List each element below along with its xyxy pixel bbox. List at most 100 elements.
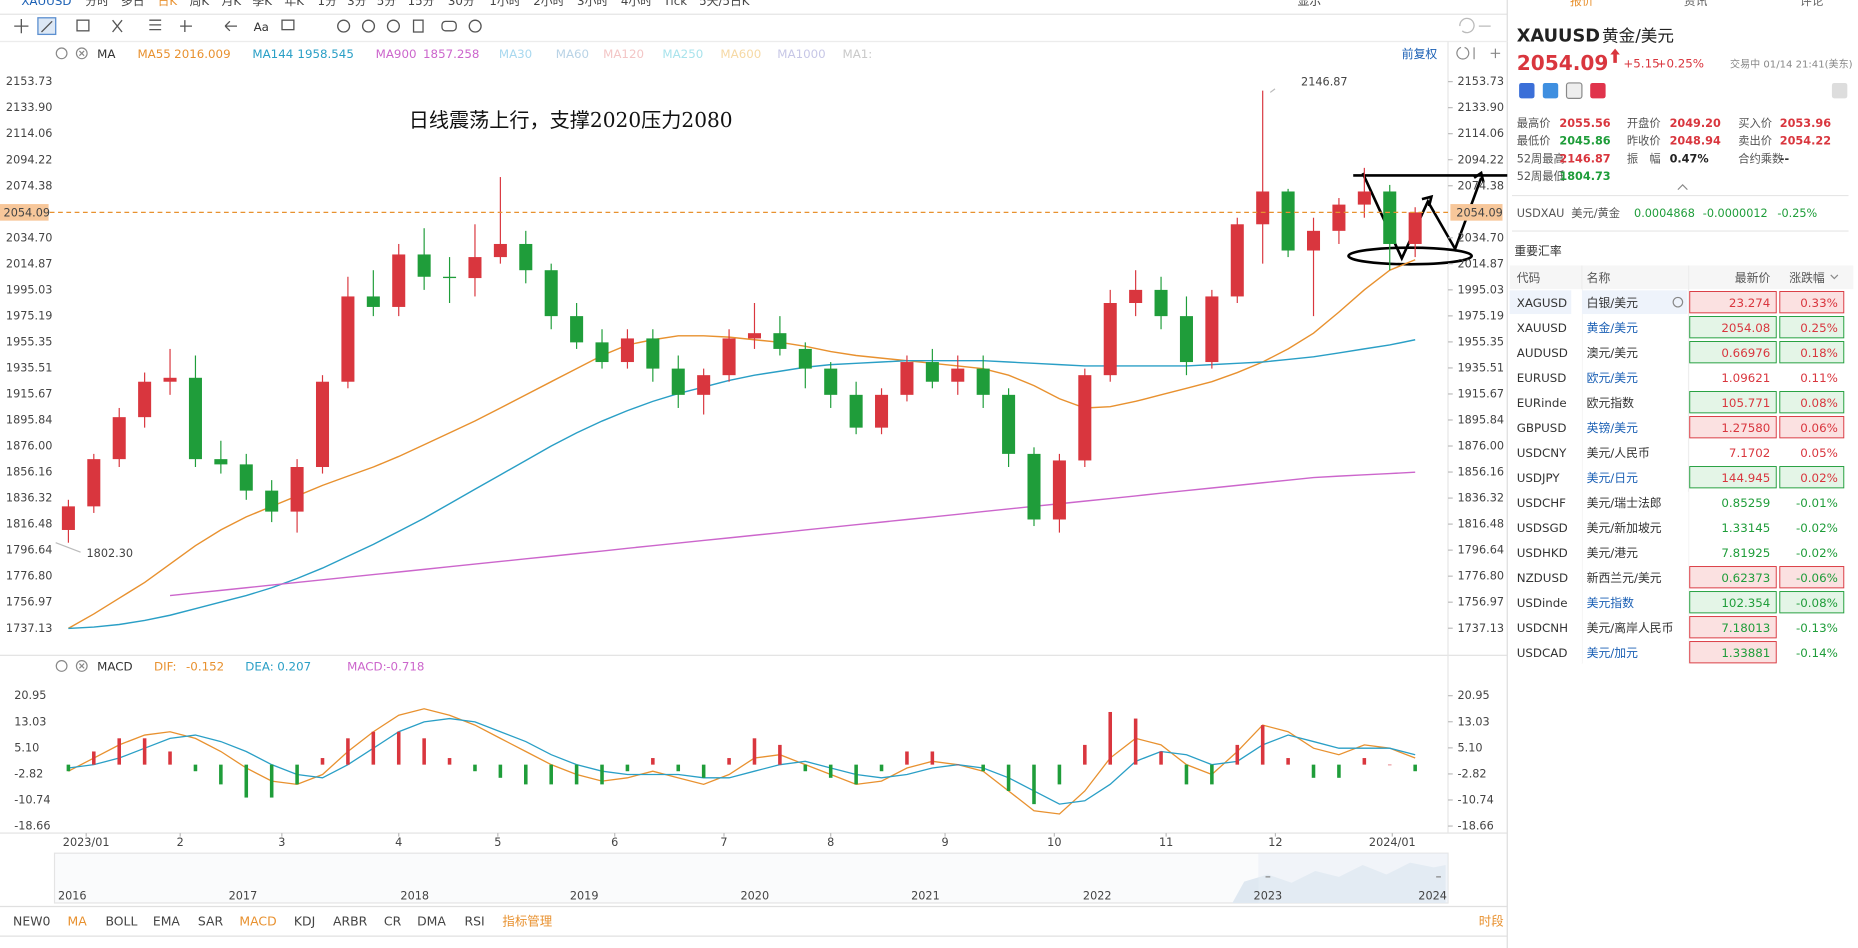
icon[interactable] (55, 47, 68, 60)
rate-code[interactable]: EURUSD (1517, 371, 1567, 385)
panel-tab[interactable]: 报价 (1570, 0, 1594, 8)
rate-code[interactable]: XAGUSD (1517, 296, 1567, 310)
rate-code[interactable]: USDCNY (1517, 446, 1567, 460)
icon[interactable] (112, 19, 123, 33)
legend-name[interactable]: MA900 (376, 47, 417, 61)
icon[interactable] (180, 20, 192, 33)
rate-name[interactable]: 英镑/美元 (1587, 421, 1638, 435)
indicator-tab[interactable]: SAR (198, 913, 224, 928)
rate-name[interactable]: 新西兰元/美元 (1587, 571, 1662, 585)
rate-code[interactable]: USDJPY (1517, 471, 1561, 485)
icon[interactable] (75, 47, 88, 60)
rate-name[interactable]: 澳元/美元 (1587, 346, 1638, 360)
toolbar-item[interactable]: 2小时 (533, 0, 564, 8)
rate-code[interactable]: USDCAD (1517, 646, 1568, 660)
indicator-tab[interactable]: RSI (464, 913, 484, 928)
icon[interactable] (441, 20, 457, 32)
rate-name[interactable]: 美元/港元 (1587, 546, 1638, 560)
indicator-tab[interactable]: 时段 (1479, 913, 1504, 928)
legend-name[interactable]: MA144 (252, 47, 293, 61)
rate-code[interactable]: USDHKD (1517, 546, 1568, 560)
toolbar-item[interactable]: 多日 (121, 0, 145, 8)
rate-name[interactable]: 美元/日元 (1587, 471, 1638, 485)
toolbar-item[interactable]: 日K (158, 0, 178, 8)
collapse[interactable] (1677, 184, 1688, 191)
toolbar-item[interactable]: 周K (190, 0, 210, 8)
icon[interactable] (412, 19, 424, 33)
icon[interactable] (281, 19, 295, 31)
rate-code[interactable]: EURinde (1517, 396, 1567, 410)
legend-name[interactable]: MA55 (137, 47, 170, 61)
toolbar-item[interactable]: XAUUSD (21, 0, 71, 8)
toolbar-item[interactable]: 30分 (448, 0, 475, 8)
rate-code[interactable]: USDinde (1517, 596, 1568, 610)
toolbar-item[interactable]: 年K (284, 0, 304, 8)
panel-tab[interactable]: 评论 (1800, 0, 1824, 8)
panel-tab[interactable]: 资讯 (1684, 0, 1708, 8)
toolbar-item[interactable]: 3分 (347, 0, 367, 8)
indicator-tab[interactable]: DMA (417, 913, 446, 928)
navigator-window[interactable] (1258, 853, 1449, 903)
indicator-tab[interactable]: BOLL (105, 913, 137, 928)
icon[interactable] (361, 19, 376, 33)
icon[interactable] (75, 660, 88, 672)
icon[interactable] (1590, 82, 1606, 99)
icon[interactable] (149, 19, 162, 31)
rate-code[interactable]: USDCHF (1517, 496, 1566, 510)
icon[interactable] (337, 19, 351, 33)
indicator-tab[interactable]: MA (68, 913, 88, 928)
rate-code[interactable]: USDCNH (1517, 621, 1568, 635)
rate-name[interactable]: 美元/加元 (1587, 646, 1638, 660)
icon[interactable] (78, 50, 85, 57)
toolbar-item[interactable]: 3小时 (577, 0, 608, 8)
icon[interactable] (41, 20, 53, 33)
icon[interactable] (55, 660, 68, 672)
indicator-tab[interactable]: CR (384, 913, 402, 928)
rate-name[interactable]: 美元/瑞士法郎 (1587, 496, 1662, 510)
icon[interactable] (1519, 82, 1535, 99)
icon[interactable] (386, 19, 400, 33)
indicator-tab[interactable]: NEW0 (13, 913, 50, 928)
indicator-tab[interactable]: MACD (239, 913, 276, 928)
tool-label[interactable]: Aa (254, 20, 269, 34)
toolbar-item[interactable]: 1小时 (489, 0, 520, 8)
indicator-tab[interactable]: EMA (153, 913, 181, 928)
rate-code[interactable]: GBPUSD (1517, 421, 1567, 435)
icon[interactable] (78, 663, 85, 669)
toolbar-item[interactable]: 15分 (408, 0, 435, 8)
indicator-tab[interactable]: KDJ (294, 913, 315, 928)
toolbar-item[interactable]: Tick (663, 0, 688, 8)
toolbar-item[interactable]: 5分 (377, 0, 397, 8)
icon[interactable] (1459, 17, 1491, 34)
icon[interactable] (1565, 82, 1583, 99)
legend-inactive[interactable]: MA60 (556, 47, 589, 61)
rate-code[interactable]: XAUUSD (1517, 321, 1567, 335)
rate-code[interactable]: AUDUSD (1517, 346, 1568, 360)
indicator-tab[interactable]: 指标管理 (502, 913, 552, 928)
legend-inactive[interactable]: MA250 (662, 47, 703, 61)
legend-inactive[interactable]: MA1000 (777, 47, 825, 61)
rate-name[interactable]: 美元/新加坡元 (1587, 521, 1662, 535)
rate-name[interactable]: 美元指数 (1587, 596, 1634, 610)
icon[interactable] (76, 19, 90, 32)
toolbar-item[interactable]: 5天/5日K (699, 0, 750, 8)
icon[interactable] (468, 19, 482, 33)
indicator-tab[interactable]: ARBR (333, 913, 368, 928)
rate-name[interactable]: 欧元指数 (1587, 396, 1634, 410)
toolbar-item[interactable]: 1分 (318, 0, 338, 8)
toolbar-item[interactable]: 季K (252, 0, 272, 8)
rate-code[interactable]: USDSGD (1517, 521, 1568, 535)
legend-inactive[interactable]: MA600 (720, 47, 761, 61)
toolbar-item[interactable]: 分时 (85, 0, 109, 8)
rate-name[interactable]: 美元/离岸人民币 (1587, 621, 1674, 635)
rate-name[interactable]: 白银/美元 (1587, 296, 1638, 310)
icon[interactable] (1456, 46, 1501, 60)
drawing-tools[interactable] (14, 17, 1491, 36)
icon[interactable] (14, 18, 29, 34)
toolbar-item[interactable]: 月K (222, 0, 242, 8)
rate-name[interactable]: 美元/人民币 (1587, 446, 1650, 460)
toolbar-item[interactable]: 显示 (1298, 0, 1322, 8)
legend-inactive[interactable]: MA30 (499, 47, 532, 61)
rate-name[interactable]: 欧元/美元 (1587, 371, 1638, 385)
adjust-mode[interactable]: 前复权 (1402, 47, 1438, 61)
